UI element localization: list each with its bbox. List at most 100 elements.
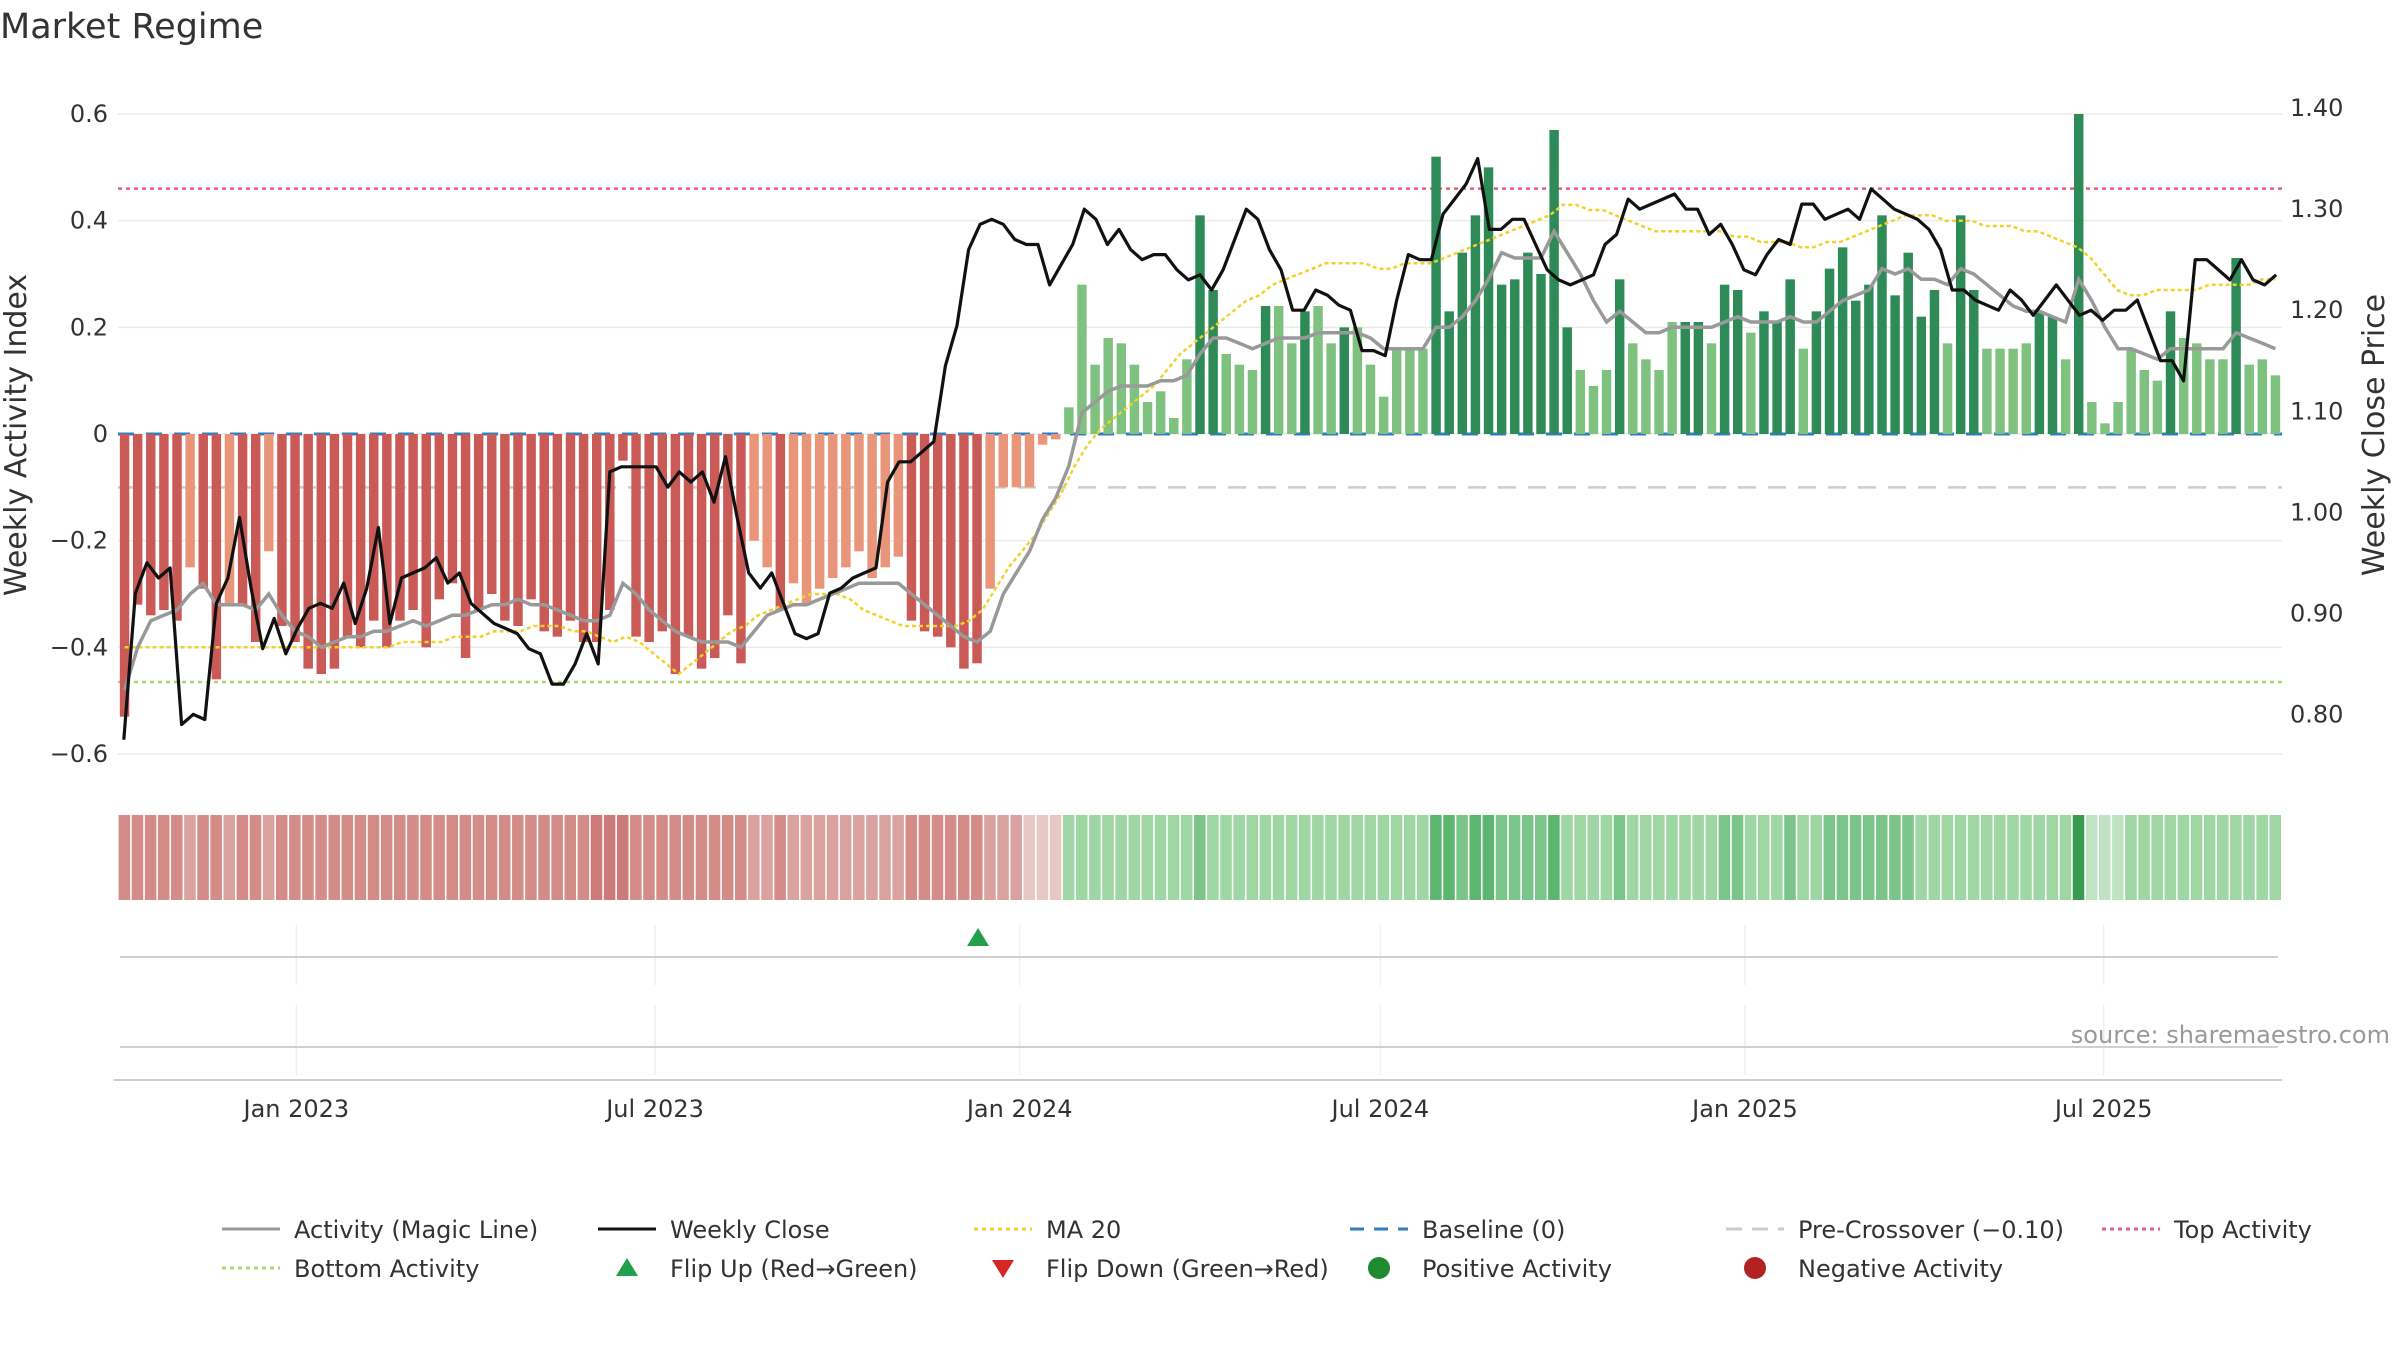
activity-bar <box>1667 322 1677 434</box>
activity-bar <box>618 434 628 461</box>
regime-cell <box>1089 815 1101 900</box>
activity-bar <box>1798 348 1809 434</box>
legend-swatch <box>1744 1257 1766 1279</box>
regime-cell <box>1325 815 1337 900</box>
regime-cell <box>826 815 839 900</box>
regime-cell <box>1784 815 1796 900</box>
activity-bar <box>277 434 287 626</box>
regime-cell <box>774 815 786 900</box>
regime-cell <box>2190 815 2203 900</box>
chart-title: Market Regime <box>0 7 263 47</box>
activity-bar <box>2087 402 2097 434</box>
regime-cell <box>656 815 668 900</box>
regime-cell <box>1495 815 1508 900</box>
legend-label: Flip Down (Green→Red) <box>1046 1255 1329 1283</box>
weekly-close-line <box>122 157 2278 740</box>
left-tick-label: 0 <box>93 420 108 448</box>
regime-cell <box>1220 815 1232 900</box>
regime-cell <box>1548 815 1560 900</box>
regime-cell <box>1915 815 1927 900</box>
regime-cell <box>1574 815 1586 900</box>
activity-bar <box>290 434 300 642</box>
regime-cell <box>367 815 380 900</box>
regime-cell <box>197 815 209 900</box>
activity-bar <box>2008 348 2018 434</box>
regime-strip <box>118 815 2281 900</box>
activity-bar <box>1273 306 1284 434</box>
regime-cell <box>118 815 131 900</box>
regime-cell <box>2203 815 2216 900</box>
regime-cell <box>354 815 367 900</box>
regime-cell <box>1823 815 1836 900</box>
regime-cell <box>1587 815 1600 900</box>
source-label: source: sharemaestro.com <box>2071 1021 2390 1049</box>
regime-cell <box>603 815 616 900</box>
activity-bar <box>2073 114 2084 434</box>
regime-cell <box>2033 815 2045 900</box>
activity-bar <box>631 434 641 637</box>
activity-bar <box>919 434 930 632</box>
activity-bar <box>211 434 222 680</box>
activity-bar <box>132 434 143 605</box>
activity-bar <box>2100 423 2110 434</box>
regime-cell <box>905 815 918 900</box>
regime-cell <box>1626 815 1639 900</box>
activity-bar <box>1405 348 1415 434</box>
activity-bar <box>1536 274 1546 434</box>
regime-cell <box>184 815 196 900</box>
regime-cell <box>2177 815 2190 900</box>
regime-cell <box>2217 815 2229 900</box>
regime-cell <box>1849 815 1862 900</box>
regime-cell <box>616 815 629 900</box>
activity-bar <box>1064 407 1074 434</box>
x-tick-label: Jul 2024 <box>1329 1095 1429 1123</box>
activity-bar <box>1024 434 1035 488</box>
activity-bar <box>1982 348 1992 434</box>
legend-swatch <box>616 1258 638 1276</box>
activity-bar <box>1365 364 1376 434</box>
activity-bar <box>1116 343 1127 434</box>
regime-cell <box>1298 815 1311 900</box>
regime-cell <box>171 815 183 900</box>
activity-bar <box>710 434 720 658</box>
activity-bar <box>198 434 208 589</box>
regime-cell <box>1757 815 1770 900</box>
regime-cell <box>275 815 288 900</box>
regime-cell <box>2243 815 2255 900</box>
right-tick-label: 0.90 <box>2290 599 2343 627</box>
activity-bar <box>946 434 956 648</box>
activity-bar <box>972 434 982 664</box>
regime-cell <box>2230 815 2242 900</box>
activity-bar <box>1195 215 1205 434</box>
activity-bar <box>1719 284 1730 434</box>
activity-bar <box>1641 359 1651 434</box>
regime-cell <box>892 815 904 900</box>
regime-cell <box>1312 815 1324 900</box>
activity-bar <box>500 434 510 621</box>
regime-cell <box>1128 815 1140 900</box>
activity-bar <box>1300 311 1310 434</box>
regime-cell <box>2059 815 2072 900</box>
activity-bar <box>723 434 733 616</box>
activity-bar <box>998 434 1008 488</box>
regime-cell <box>446 815 458 900</box>
legend-swatch <box>1368 1257 1390 1279</box>
activity-bar <box>1693 322 1704 434</box>
regime-cell <box>2112 815 2124 900</box>
right-axis-title: Weekly Close Price <box>2357 294 2392 576</box>
activity-bar <box>1903 252 1913 434</box>
activity-bar <box>1510 279 1520 434</box>
regime-cell <box>302 815 314 900</box>
regime-cell <box>748 815 760 900</box>
activity-bar <box>303 434 313 669</box>
activity-bar <box>2218 359 2228 434</box>
activity-bar <box>172 434 182 621</box>
regime-cell <box>1351 815 1363 900</box>
left-tick-label: −0.2 <box>50 527 108 555</box>
regime-cell <box>630 815 642 900</box>
activity-bar <box>264 434 274 552</box>
activity-bar <box>2192 343 2202 434</box>
activity-bar <box>1378 396 1389 434</box>
activity-bar <box>1051 434 1061 440</box>
